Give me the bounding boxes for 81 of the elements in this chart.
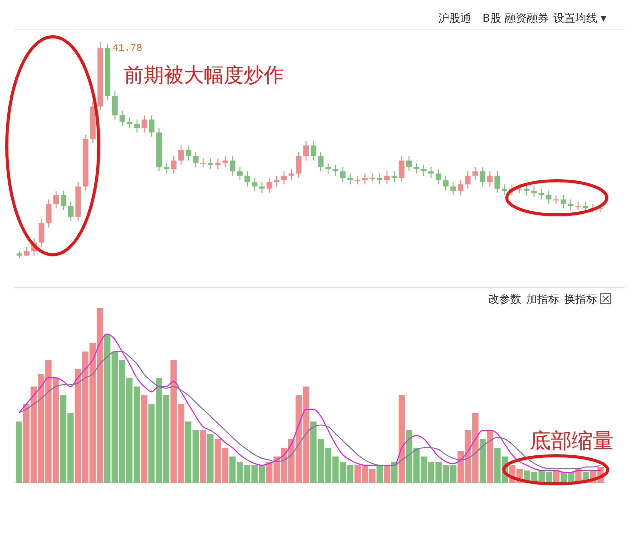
text: 沪股通 — [438, 12, 472, 25]
candlestick — [54, 190, 60, 209]
candlestick — [458, 180, 464, 196]
candlestick — [60, 190, 66, 211]
candlestick — [332, 164, 338, 176]
candlestick — [186, 145, 192, 162]
candlestick — [340, 166, 346, 183]
candlestick — [68, 201, 74, 222]
candlestick — [450, 182, 456, 196]
bar — [200, 430, 206, 483]
text: 设置均线 ▾ — [553, 12, 607, 25]
candlestick — [120, 110, 126, 127]
candlestick — [164, 162, 170, 174]
candlestick — [274, 175, 280, 188]
candlestick — [142, 114, 148, 134]
candlestick — [538, 188, 544, 200]
text: 改参数 — [488, 293, 522, 306]
bar — [392, 462, 398, 483]
annotation: 前期被大幅度炒作 — [124, 63, 284, 87]
candlestick — [524, 184, 530, 196]
candlestick — [171, 156, 177, 174]
candlestick — [237, 166, 243, 181]
bar — [207, 434, 214, 483]
candlestick — [502, 184, 508, 196]
text: 加指标 — [526, 293, 560, 306]
candlestick — [215, 158, 221, 170]
candlestick — [421, 164, 427, 176]
candlestick — [134, 119, 140, 134]
candlestick — [348, 173, 354, 186]
candlestick — [318, 152, 324, 172]
candlestick — [414, 162, 420, 174]
bar — [398, 396, 406, 483]
candlestick — [406, 156, 412, 172]
candlestick — [266, 178, 272, 194]
candlestick — [377, 173, 383, 186]
candlestick — [546, 190, 552, 204]
candlestick — [326, 162, 332, 174]
candlestick — [38, 218, 44, 248]
candlestick — [244, 171, 250, 188]
candlestick — [112, 91, 118, 120]
bar — [141, 396, 148, 483]
candlestick — [304, 140, 310, 162]
candlestick — [384, 171, 390, 186]
candlestick — [480, 166, 486, 188]
candlestick — [230, 156, 236, 176]
bar — [384, 466, 390, 483]
candlestick — [531, 186, 537, 198]
candlestick — [149, 114, 155, 138]
text: B股 — [482, 12, 502, 25]
text: 换指标 — [564, 293, 598, 306]
bar — [487, 430, 494, 483]
candlestick — [436, 168, 442, 186]
candlestick — [259, 182, 265, 194]
candlestick — [296, 152, 302, 179]
candlestick — [560, 194, 566, 209]
candlestick — [494, 171, 500, 194]
candlestick — [310, 140, 316, 162]
candlestick — [568, 199, 574, 211]
candlestick — [127, 117, 133, 129]
bar — [480, 439, 486, 483]
bar — [16, 422, 22, 483]
text: 融资融券 — [505, 12, 549, 25]
bar — [376, 466, 384, 483]
candlestick — [178, 145, 184, 166]
candlestick — [222, 156, 228, 168]
candlestick — [465, 171, 471, 190]
candlestick — [46, 199, 52, 228]
annotation: 41.78 — [112, 44, 142, 55]
candlestick — [443, 175, 449, 192]
candlestick — [252, 178, 258, 192]
candlestick — [472, 166, 478, 181]
candlestick — [193, 152, 199, 168]
candlestick — [282, 171, 288, 186]
candlestick — [392, 171, 398, 183]
candlestick — [200, 158, 206, 168]
candlestick — [208, 158, 214, 170]
candlestick — [487, 171, 493, 188]
candlestick — [428, 166, 434, 179]
candlestick — [399, 156, 405, 183]
candlestick — [288, 168, 294, 181]
annotation: 底部缩量 — [530, 429, 614, 453]
